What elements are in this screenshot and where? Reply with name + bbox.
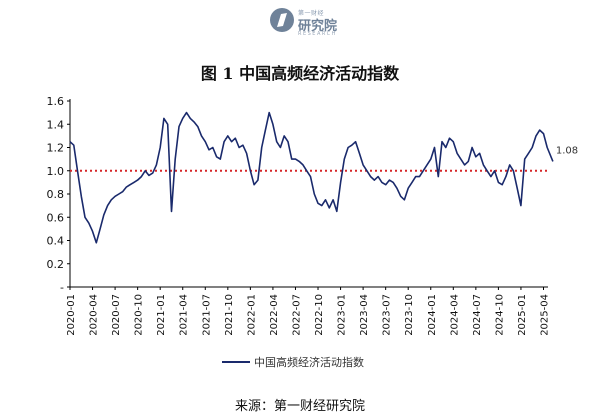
y-tick-label: 1.4 [47, 118, 65, 131]
logo-sub-text: RESEARCH [298, 31, 337, 37]
x-tick-label: 2022-04 [269, 294, 280, 336]
x-tick-label: 2021-04 [179, 294, 190, 336]
chart-title: 图 1 中国高频经济活动指数 [200, 64, 400, 83]
x-tick-label: 2025-04 [539, 294, 550, 336]
logo-main-text: 研究院 [298, 19, 338, 34]
y-tick-label: 1.0 [47, 165, 65, 178]
source-note: 来源：第一财经研究院 [0, 395, 600, 414]
x-tick-label: 2023-04 [359, 294, 370, 336]
x-tick-label: 2023-07 [382, 294, 393, 336]
x-tick-label: 2023-10 [404, 294, 415, 336]
source-value: 第一财经研究院 [274, 399, 366, 414]
y-tick-label: 0.8 [47, 188, 65, 201]
x-tick-label: 2024-10 [494, 294, 505, 336]
x-tick-label: 2024-07 [472, 294, 483, 336]
x-tick-label: 2021-10 [224, 294, 235, 336]
x-tick-label: 2025-01 [517, 294, 528, 336]
legend: 中国高频经济活动指数 [222, 354, 364, 370]
x-tick-label: 2020-01 [66, 294, 77, 336]
source-label: 来源： [234, 399, 274, 414]
logo: 第一财经 研究院 RESEARCH [268, 6, 342, 42]
x-tick-label: 2024-04 [449, 294, 460, 336]
y-tick-label: 1.2 [47, 142, 65, 155]
x-tick-label: 2022-07 [291, 294, 302, 336]
x-tick-label: 2020-04 [89, 294, 100, 336]
x-tick-label: 2022-01 [246, 294, 257, 336]
end-value-label: 1.08 [556, 145, 578, 156]
y-tick-label: 0.4 [47, 235, 65, 248]
x-tick-label: 2020-10 [134, 294, 145, 336]
y-tick-label: 0.2 [47, 258, 65, 271]
legend-label: 中国高频经济活动指数 [254, 356, 364, 369]
logo-mark-icon [270, 8, 294, 32]
x-tick-label: 2022-10 [314, 294, 325, 336]
series-line [69, 111, 554, 244]
y-tick-label: 0.6 [47, 211, 65, 224]
legend-swatch [222, 361, 250, 363]
y-tick-label: 1.6 [47, 95, 65, 108]
x-tick-label: 2021-07 [201, 294, 212, 336]
x-tick-label: 2021-01 [156, 294, 167, 336]
x-tick-label: 2020-07 [111, 294, 122, 336]
x-tick-label: 2024-01 [427, 294, 438, 336]
y-tick-label: - [60, 281, 64, 294]
x-tick-label: 2023-01 [337, 294, 348, 336]
logo-top-text: 第一财经 [298, 10, 325, 17]
